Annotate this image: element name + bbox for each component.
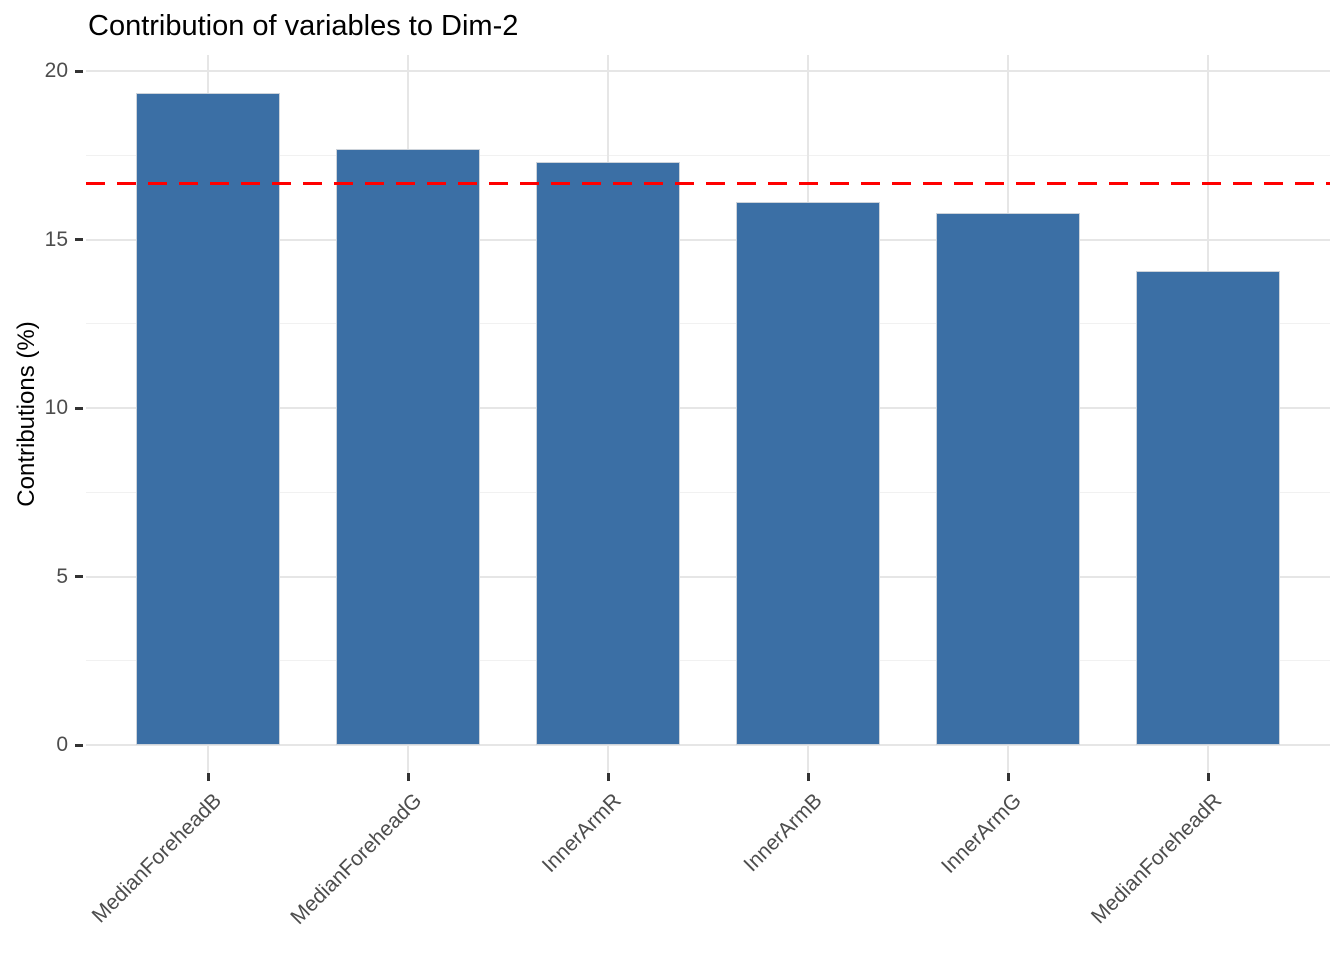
y-tick-label: 15 — [44, 227, 68, 251]
x-tick-label: InnerArmB — [739, 789, 827, 877]
grid-line-major — [86, 70, 1330, 72]
x-tick-label: InnerArmR — [538, 789, 627, 878]
grid-line-minor — [86, 660, 1330, 662]
x-tick-label: InnerArmG — [937, 789, 1027, 878]
y-tick-label: 10 — [44, 396, 68, 419]
y-tick-mark — [75, 575, 83, 578]
x-tick-mark — [606, 773, 610, 781]
x-tick-label: MedianForeheadB — [87, 789, 227, 928]
y-tick-mark — [75, 743, 83, 747]
bar — [536, 161, 680, 745]
y-tick-label: 5 — [56, 564, 68, 588]
x-tick-label: MedianForeheadR — [1087, 789, 1227, 929]
y-tick-mark — [75, 406, 83, 410]
x-tick-mark — [206, 773, 210, 781]
bar — [1136, 271, 1280, 745]
y-tick-mark — [75, 69, 83, 73]
chart-title: Contribution of variables to Dim-2 — [88, 10, 519, 42]
bar — [336, 149, 480, 745]
y-tick-label: 0 — [56, 733, 68, 756]
y-tick-label: 20 — [44, 59, 68, 82]
bar — [736, 202, 880, 745]
x-tick-mark — [1006, 773, 1010, 781]
x-tick-label: MedianForeheadG — [286, 789, 427, 930]
plot-panel — [86, 55, 1330, 773]
reference-line — [86, 181, 1330, 185]
x-tick-mark — [806, 773, 810, 781]
bar — [936, 213, 1080, 745]
grid-line-major — [86, 238, 1330, 241]
x-tick-mark — [406, 773, 410, 781]
grid-line-minor — [86, 154, 1330, 156]
grid-line-minor — [86, 491, 1330, 493]
grid-line-major — [86, 744, 1330, 746]
x-tick-mark — [1206, 773, 1210, 781]
bar — [136, 93, 280, 745]
grid-line-major — [86, 575, 1330, 578]
grid-line-major — [86, 407, 1330, 409]
grid-line-minor — [86, 323, 1330, 325]
y-tick-mark — [75, 238, 83, 241]
